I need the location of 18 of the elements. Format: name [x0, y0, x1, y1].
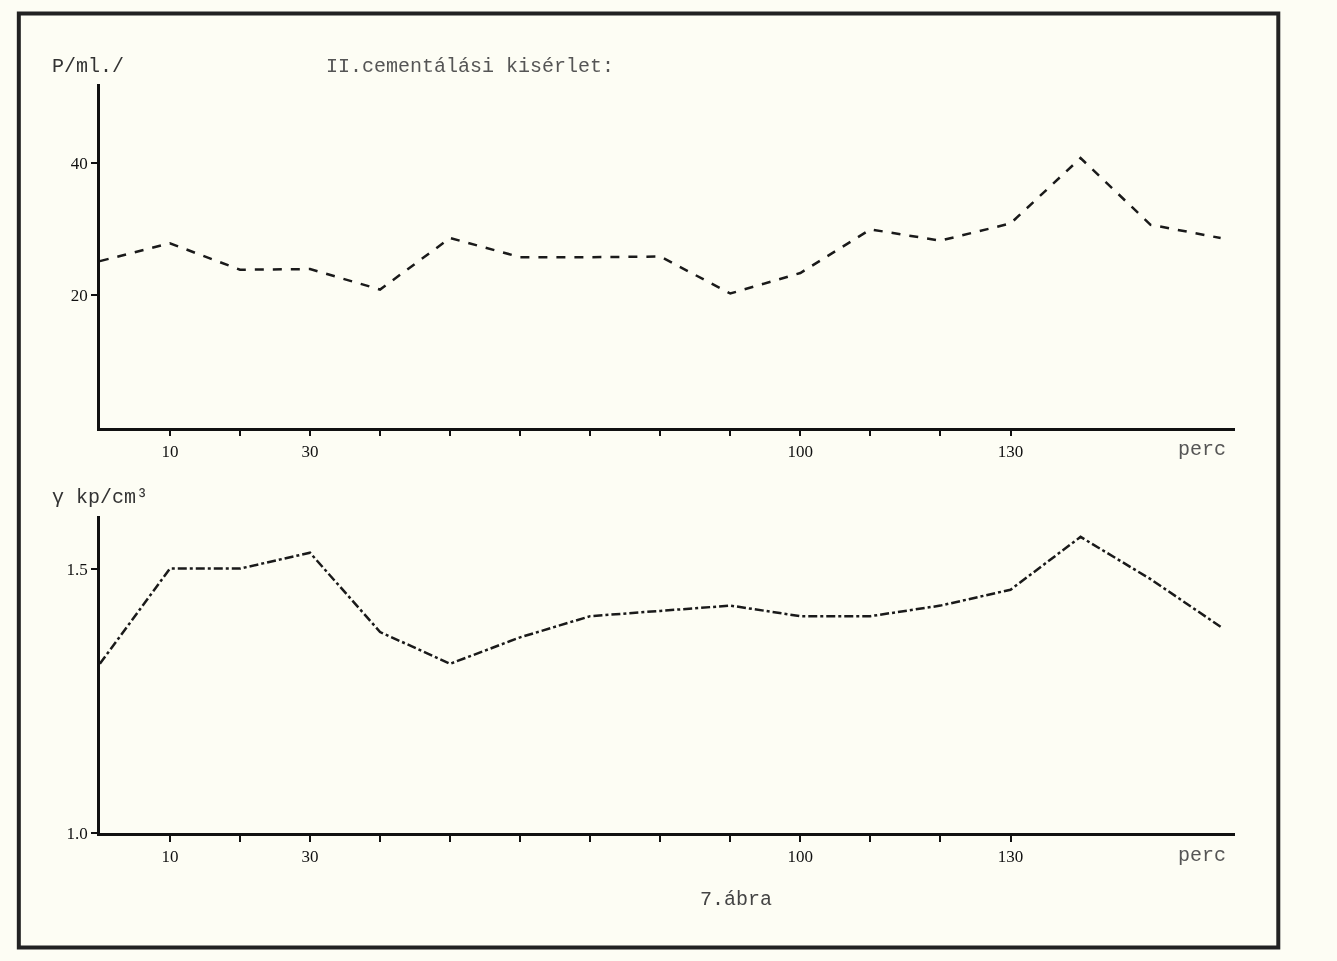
x-tick-label: 100 — [787, 847, 814, 867]
x-tick-label: 100 — [787, 441, 814, 461]
x-tick-label: 30 — [301, 847, 319, 867]
x-axis-title: perc — [1178, 438, 1227, 461]
x-tick-label: 130 — [997, 847, 1024, 867]
x-tick-label: 30 — [301, 441, 319, 461]
y-tick-label: 1.0 — [66, 823, 88, 843]
chart-title: II.cementálási kisérlet: — [326, 55, 615, 78]
y-axis-title: P/ml./ — [52, 55, 125, 78]
y-axis-title: γ kp/cm³ — [52, 486, 149, 509]
x-axis-title: perc — [1178, 844, 1227, 867]
x-tick-label: 10 — [161, 441, 179, 461]
y-tick-label: 40 — [70, 154, 88, 174]
x-tick-label: 130 — [997, 441, 1024, 461]
y-tick-label: 1.5 — [66, 559, 88, 579]
y-tick-label: 20 — [70, 286, 88, 306]
x-tick-label: 10 — [161, 847, 179, 867]
text: 7.ábra — [700, 888, 773, 911]
